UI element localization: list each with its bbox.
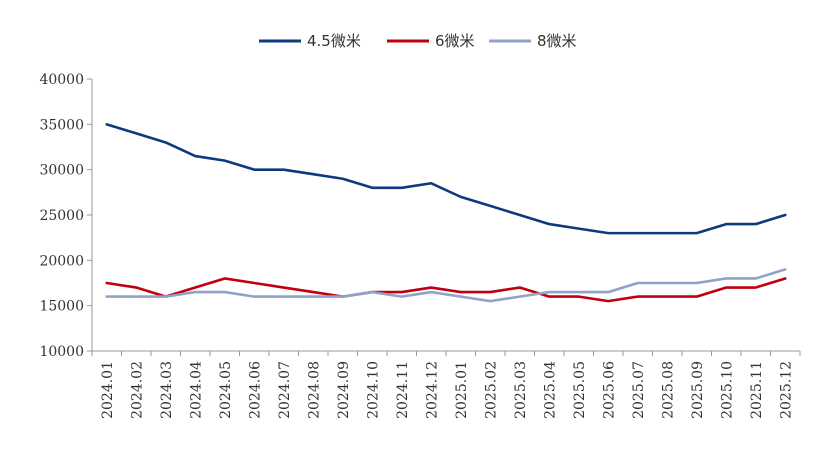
x-axis: 2024.01 2024.02 2024.03 2024.04 2024.05 2024.… [91, 350, 801, 419]
x-tick-label: 2024.11 [395, 361, 411, 419]
y-axis: 10000 15000 20000 25000 30000 35000 40000 [39, 72, 93, 360]
y-tick-label: 25000 [39, 208, 84, 224]
y-tick-label: 15000 [39, 299, 84, 315]
x-tick-label: 2024.01 [100, 361, 116, 419]
x-tick-label: 2024.04 [188, 361, 204, 419]
x-tick-label: 2024.09 [336, 361, 352, 419]
x-tick-label: 2025.06 [601, 361, 617, 419]
x-tick-label: 2025.11 [749, 361, 765, 419]
x-tick-label: 2024.08 [306, 361, 322, 419]
legend-item-2: 6微米 [387, 32, 475, 50]
plot-series [105, 123, 787, 303]
legend-label: 8微米 [537, 32, 577, 50]
x-tick-label: 2025.07 [631, 361, 647, 419]
legend: 4.5微米 6微米 8微米 [259, 32, 577, 50]
y-tick-label: 10000 [39, 344, 84, 360]
x-tick-label: 2024.06 [247, 361, 263, 419]
y-tick-label: 40000 [39, 72, 84, 88]
y-tick-label: 35000 [39, 117, 84, 133]
x-tick-label: 2024.02 [129, 361, 145, 419]
x-tick-label: 2025.09 [690, 361, 706, 419]
legend-label: 6微米 [435, 32, 475, 50]
x-tick-label: 2024.10 [365, 361, 381, 419]
x-tick-label: 2025.03 [513, 361, 529, 419]
series-line-3 [105, 268, 787, 303]
x-tick-label: 2025.04 [542, 361, 558, 419]
legend-label: 4.5微米 [307, 32, 361, 50]
y-tick-label: 30000 [39, 163, 84, 179]
series-line-2 [105, 277, 787, 303]
x-tick-label: 2024.12 [424, 361, 440, 419]
x-tick-label: 2025.10 [719, 361, 735, 419]
x-tick-label: 2025.01 [454, 361, 470, 419]
x-tick-label: 2024.05 [218, 361, 234, 419]
x-tick-label: 2024.03 [159, 361, 175, 419]
x-tick-label: 2025.08 [660, 361, 676, 419]
legend-item-3: 8微米 [489, 32, 577, 50]
series-line-1 [105, 123, 787, 235]
x-tick-label: 2025.12 [778, 361, 794, 419]
x-tick-label: 2024.07 [277, 361, 293, 419]
x-tick-label: 2025.02 [483, 361, 499, 419]
y-tick-label: 20000 [39, 253, 84, 269]
legend-item-1: 4.5微米 [259, 32, 361, 50]
x-tick-label: 2025.05 [572, 361, 588, 419]
